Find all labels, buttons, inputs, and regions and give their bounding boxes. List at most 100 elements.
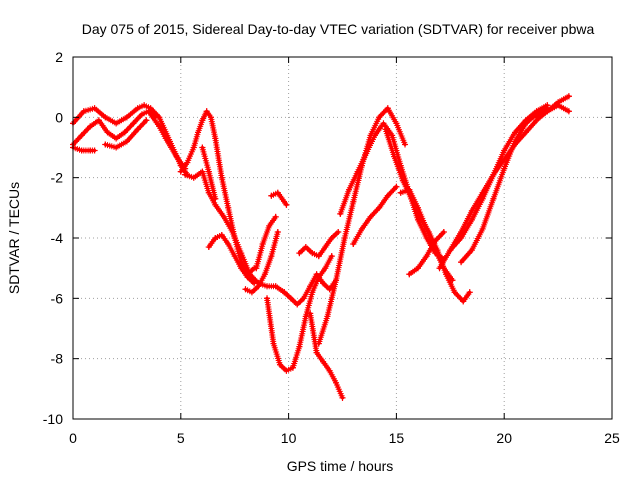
satellite-track-25: [458, 105, 551, 266]
data-point: [376, 204, 383, 211]
data-point: [270, 340, 277, 347]
y-tick-label: 0: [55, 109, 63, 125]
data-point: [414, 204, 421, 211]
data-point: [458, 235, 465, 241]
data-point: [322, 244, 329, 251]
data-point: [283, 201, 290, 208]
data-point: [328, 235, 335, 241]
data-point: [350, 198, 357, 205]
data-point: [468, 247, 475, 254]
data-point: [399, 177, 406, 184]
y-tick-label: -8: [51, 351, 64, 367]
data-point: [102, 114, 109, 121]
data-layer: [70, 93, 572, 401]
data-point: [80, 108, 87, 115]
satellite-track-12: [268, 189, 290, 208]
data-point: [320, 358, 327, 365]
data-point: [479, 195, 486, 202]
data-point: [113, 120, 120, 127]
data-point: [522, 129, 529, 136]
x-tick-label: 5: [177, 430, 185, 446]
data-point: [184, 159, 191, 166]
satellite-track-13: [264, 253, 335, 374]
data-point: [447, 247, 454, 254]
data-point: [324, 313, 331, 320]
x-tick-label: 25: [604, 430, 620, 446]
data-point: [274, 228, 281, 235]
data-point: [272, 283, 279, 290]
data-point: [380, 120, 387, 127]
data-point: [259, 241, 266, 248]
data-point: [264, 283, 271, 290]
satellite-track-9: [199, 144, 219, 202]
data-point: [376, 114, 383, 121]
data-point: [406, 271, 413, 278]
data-point: [199, 117, 206, 124]
y-axis-label: SDTVAR / TECUs: [6, 182, 22, 294]
data-point: [345, 186, 352, 193]
x-tick-label: 0: [69, 430, 77, 446]
data-point: [123, 114, 130, 121]
data-point: [218, 174, 225, 181]
data-point: [501, 165, 508, 172]
data-point: [544, 108, 551, 115]
data-point: [501, 147, 508, 154]
data-point: [382, 126, 389, 133]
data-point: [335, 228, 342, 235]
data-point: [147, 105, 154, 112]
data-point: [328, 253, 335, 260]
data-point: [307, 283, 314, 290]
satellite-track-7: [182, 168, 288, 296]
data-point: [251, 280, 258, 287]
data-point: [393, 120, 400, 127]
data-point: [212, 235, 219, 241]
data-point: [313, 271, 320, 278]
data-point: [511, 138, 518, 145]
data-point: [350, 241, 357, 248]
data-point: [205, 244, 212, 251]
grid: [73, 57, 612, 419]
data-point: [190, 174, 197, 181]
x-tick-label: 15: [389, 430, 405, 446]
x-axis-label: GPS time / hours: [287, 458, 394, 474]
data-point: [182, 171, 189, 178]
data-point: [555, 102, 562, 109]
data-point: [326, 367, 333, 374]
data-point: [173, 153, 180, 160]
data-point: [511, 129, 518, 136]
data-point: [78, 132, 85, 139]
satellite-track-8: [205, 231, 258, 287]
data-point: [231, 253, 238, 260]
satellite-track-26: [533, 102, 572, 121]
data-point: [199, 144, 206, 151]
data-point: [307, 310, 314, 317]
data-point: [393, 183, 400, 190]
data-point: [87, 123, 94, 130]
data-point: [294, 301, 301, 308]
data-point: [220, 213, 227, 220]
data-point: [190, 144, 197, 151]
data-point: [199, 168, 206, 175]
satellite-track-15: [296, 228, 342, 260]
data-point: [341, 235, 348, 241]
data-point: [238, 250, 245, 257]
data-point: [406, 186, 413, 193]
data-point: [156, 123, 163, 130]
y-tick-label: 2: [55, 49, 63, 65]
chart-title: Day 075 of 2015, Sidereal Day-to-day VTE…: [82, 21, 595, 37]
x-tick-label: 10: [281, 430, 297, 446]
data-point: [266, 222, 273, 229]
data-point: [468, 207, 475, 214]
data-point: [490, 195, 497, 202]
data-point: [113, 135, 120, 142]
data-point: [268, 253, 275, 260]
data-point: [121, 129, 128, 136]
data-point: [397, 189, 404, 196]
data-point: [225, 204, 232, 211]
data-point: [229, 228, 236, 235]
data-point: [384, 192, 391, 199]
data-point: [302, 244, 309, 251]
data-point: [238, 265, 245, 272]
data-point: [402, 141, 409, 148]
data-point: [315, 340, 322, 347]
